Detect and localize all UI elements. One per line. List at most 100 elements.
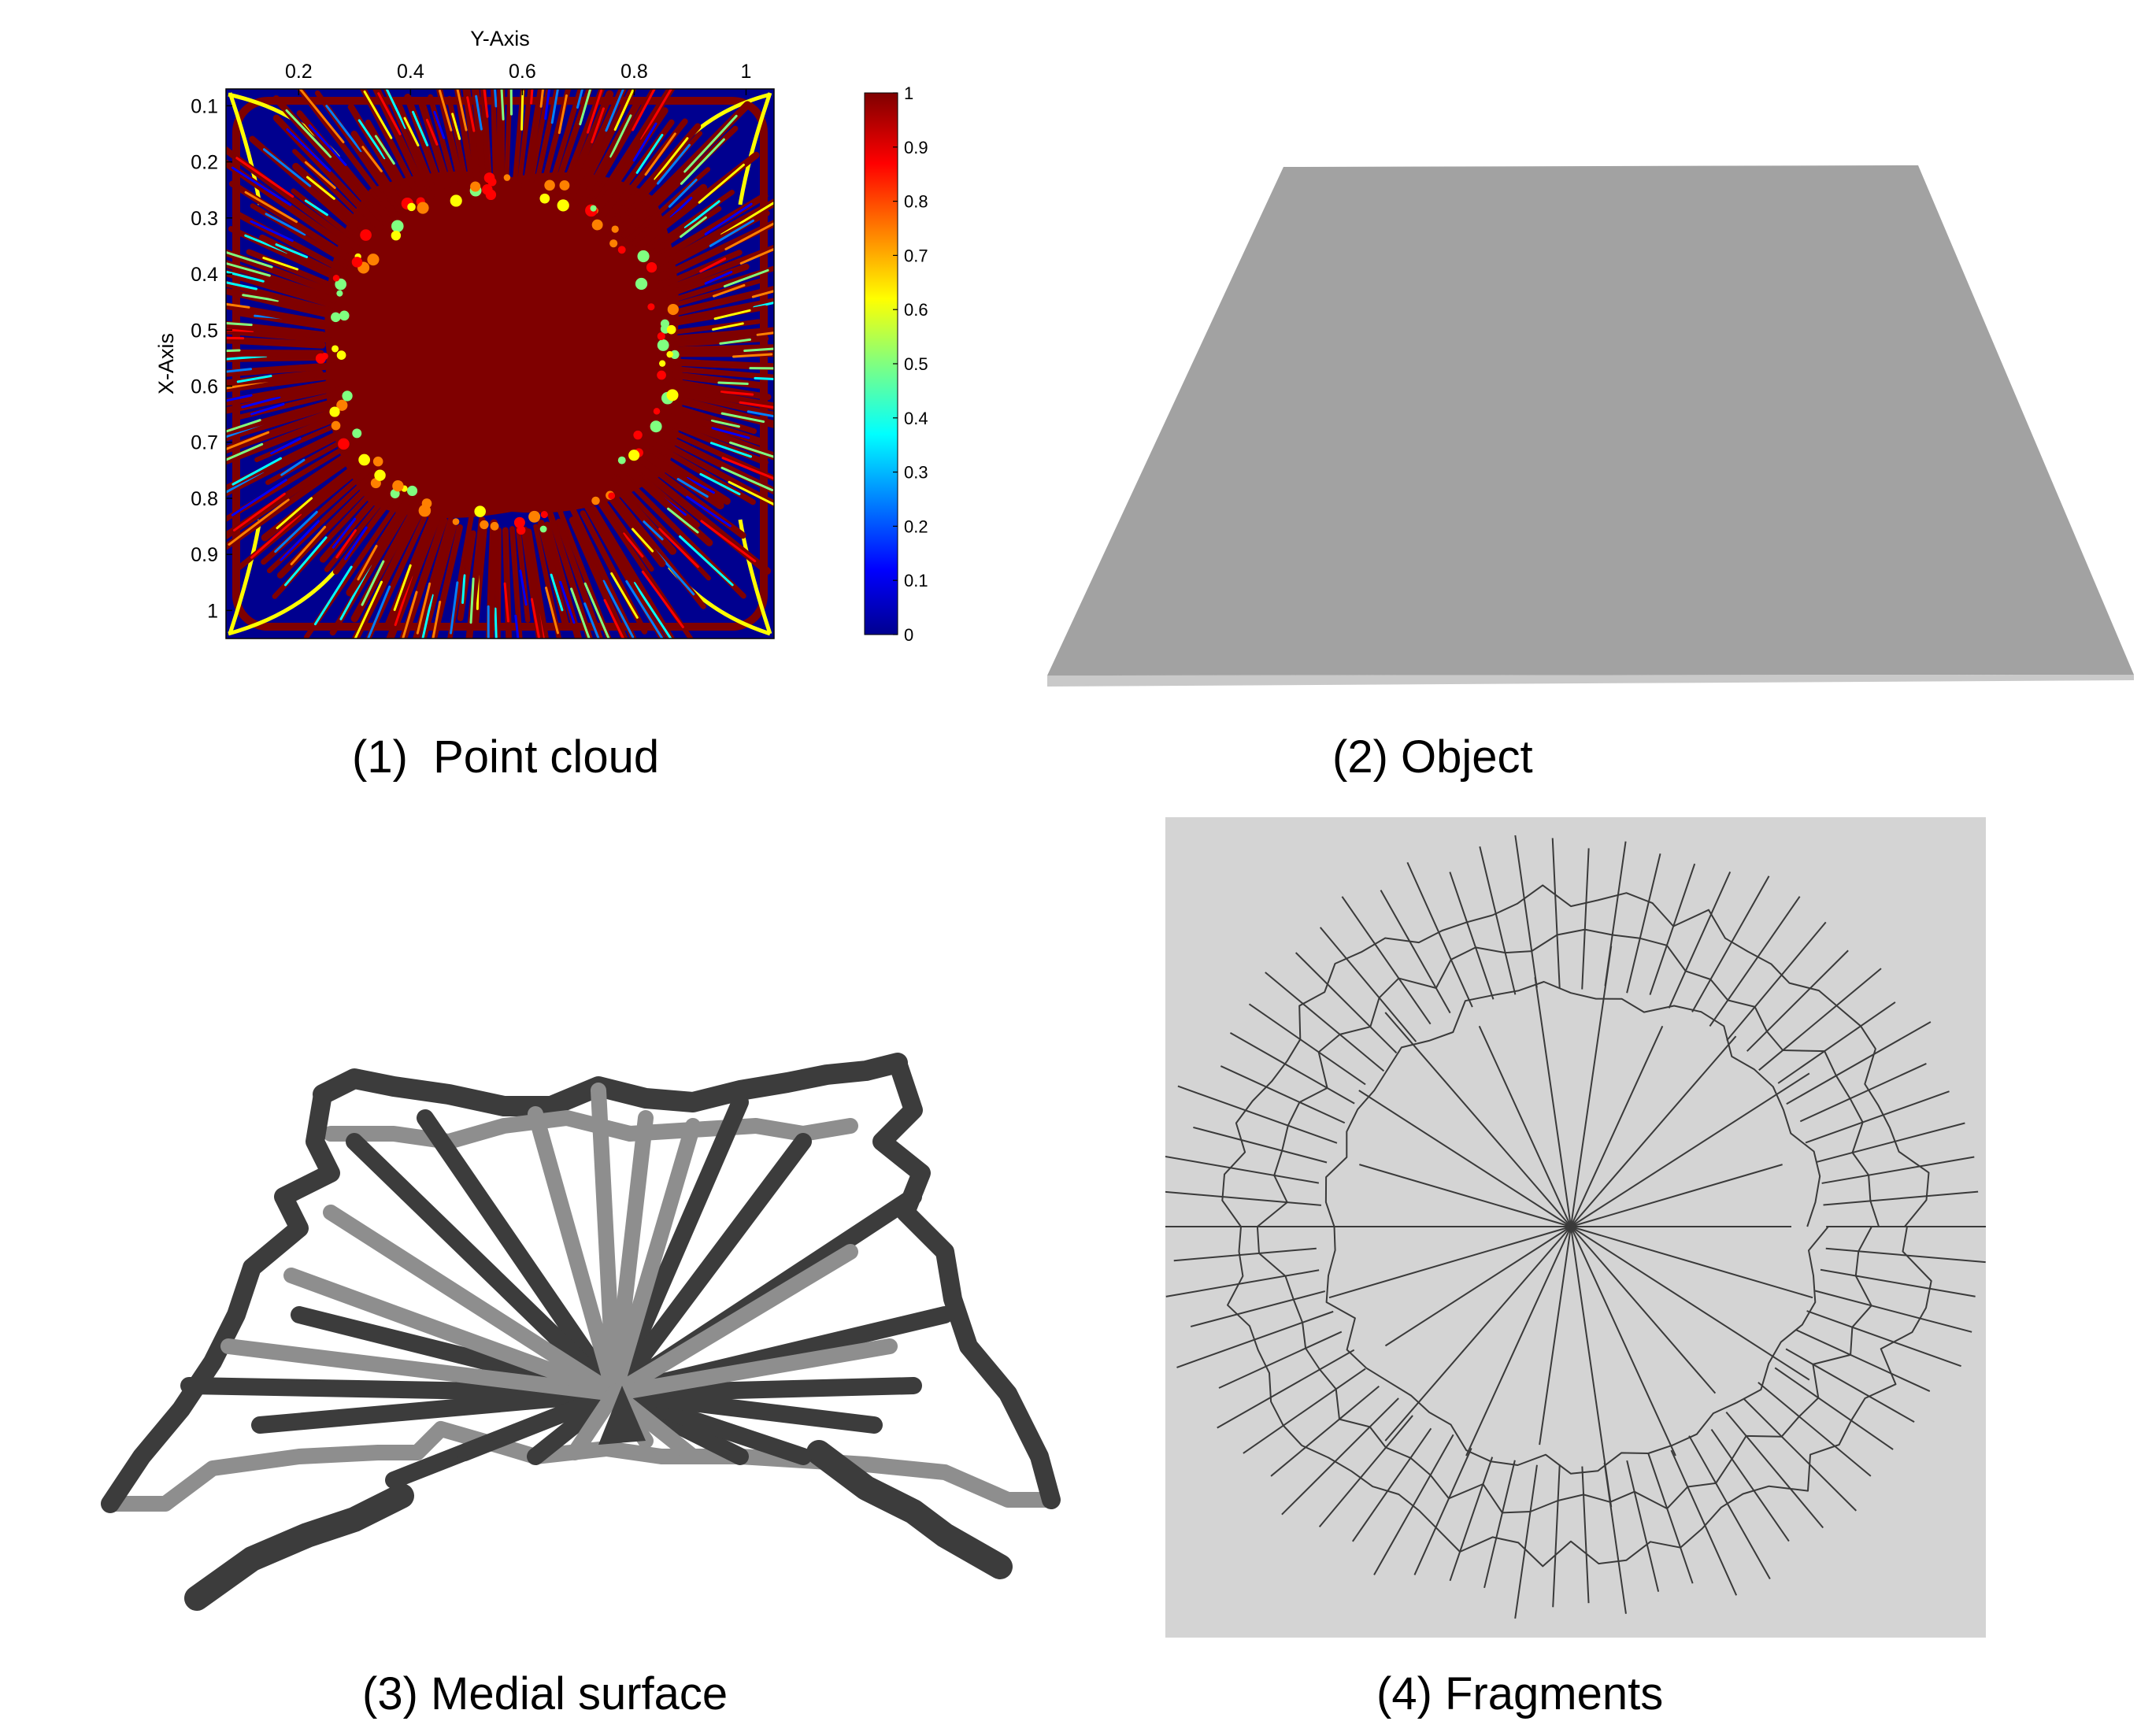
heatmap-speckle xyxy=(609,239,618,248)
heatmap-streak-edge xyxy=(226,250,273,268)
heatmap-speckle xyxy=(646,261,657,273)
heatmap-streak-edge xyxy=(403,117,420,147)
heatmap-streak xyxy=(614,485,677,555)
heatmap-speckle xyxy=(374,469,386,481)
medial-spoke xyxy=(606,1133,812,1402)
heatmap-speckle xyxy=(407,202,416,212)
heatmap-streak-edge xyxy=(262,148,312,187)
heatmap-streak-edge xyxy=(633,582,672,639)
fragment-cell-wall xyxy=(1265,972,1385,1072)
fragment-cell-wall xyxy=(1193,1126,1328,1164)
fragment-cell-wall xyxy=(1449,872,1495,1000)
heatmap-speckle xyxy=(666,350,673,358)
x-tick-labels: 0.2 0.4 0.6 0.8 1 xyxy=(285,61,751,95)
heatmap-streak xyxy=(517,89,533,191)
y-tick-label: 0.7 xyxy=(191,432,218,454)
heatmap-streak xyxy=(480,89,492,182)
fragment-cell-wall xyxy=(1483,1460,1516,1589)
fragment-cell-wall xyxy=(1176,1310,1334,1368)
fragment-cell-wall xyxy=(1319,927,1417,1042)
fragment-cell-wall xyxy=(1710,1429,1790,1542)
heatmap-speckle xyxy=(360,229,372,241)
heatmap-speckle xyxy=(557,199,569,212)
fragments-render xyxy=(1150,817,1991,1638)
heatmap-streak-edge xyxy=(226,302,250,309)
fragment-radial-crack xyxy=(1478,1025,1572,1227)
fragment-cell-wall xyxy=(1514,1464,1538,1619)
heatmap-streak-edge xyxy=(686,495,732,527)
heatmap-streak-edge xyxy=(325,105,362,153)
heatmap-streak-edge xyxy=(679,535,734,587)
heatmap-speckle xyxy=(647,303,655,311)
heatmap-streak-edge xyxy=(514,614,520,639)
fragment-cell-wall xyxy=(1552,1464,1561,1608)
heatmap-streak-edge xyxy=(680,138,725,185)
heatmap-streak-edge xyxy=(739,247,774,265)
medial-spoke xyxy=(606,1118,701,1401)
heatmap-streak-edge xyxy=(242,294,280,302)
slab-front-edge xyxy=(1047,675,2134,687)
heatmap-streak xyxy=(236,310,327,330)
heatmap-streak-edge xyxy=(720,412,765,424)
heatmap-streak-edge xyxy=(667,507,699,534)
medial-spoke xyxy=(591,1083,622,1401)
heatmap-streak-edge xyxy=(704,202,753,235)
heatmap-streak-edge xyxy=(550,573,564,612)
heatmap-speckle xyxy=(332,345,339,353)
heatmap-streak-edge xyxy=(545,587,559,635)
colorbar-tick-label: 0.7 xyxy=(904,246,928,265)
heatmap-speckle xyxy=(391,230,402,241)
fragment-cell-wall xyxy=(1190,1290,1326,1327)
caption-object: (2) Object xyxy=(1332,731,1533,783)
fragment-cell-wall xyxy=(1162,1190,1322,1206)
heatmap-speckle xyxy=(503,174,511,181)
fragment-cell-wall xyxy=(1825,1247,1986,1264)
fragment-cell-wall xyxy=(1758,1382,1872,1477)
medial-spoke xyxy=(323,1205,622,1401)
heatmap-streak xyxy=(491,89,498,183)
heatmap-field xyxy=(226,89,774,639)
heatmap-streak-edge xyxy=(683,114,738,173)
heatmap-streak-edge xyxy=(361,560,385,606)
fragment-cell-wall xyxy=(1581,848,1590,990)
fragment-cell-wall xyxy=(1581,1466,1590,1604)
fragment-radial-crack xyxy=(1570,1025,1664,1227)
heatmap-streak-edge xyxy=(724,222,774,250)
heatmap-streak xyxy=(226,362,336,377)
fragment-cell-wall xyxy=(1668,871,1732,1009)
medial-spoke xyxy=(251,1385,623,1434)
fragment-radial-crack xyxy=(1570,1226,1810,1381)
fragment-cell-wall xyxy=(1758,968,1882,1072)
fragment-cell-wall xyxy=(1352,1427,1432,1542)
fragment-cell-wall xyxy=(1281,1397,1399,1516)
heatmap-streak xyxy=(496,89,506,180)
heatmap-speckle xyxy=(407,485,418,497)
heatmap-speckle xyxy=(358,453,371,466)
heatmap-streak-edge xyxy=(700,520,757,563)
x-tick-label: 1 xyxy=(741,61,752,83)
heatmap-streak-edge xyxy=(226,354,268,361)
heatmap-streak-edge xyxy=(276,497,313,530)
heatmap-streak xyxy=(584,89,657,206)
fragment-cell-wall xyxy=(1743,1397,1857,1512)
heatmap-streak-edge xyxy=(520,90,524,131)
heatmap-streak-edge xyxy=(519,569,528,606)
heatmap-speckle xyxy=(367,254,380,266)
medial-left-band xyxy=(101,1085,340,1513)
heatmap-streak-edge xyxy=(366,585,391,639)
fragment-radial-crack xyxy=(1570,1164,1783,1227)
heatmap-streak-edge xyxy=(393,564,412,612)
fragment-cell-wall xyxy=(1604,841,1627,986)
heatmap-streak-edge xyxy=(557,94,568,135)
heatmap-streak-edge xyxy=(416,582,432,635)
medial-right-band xyxy=(872,1053,1061,1509)
heatmap-streak xyxy=(657,250,743,290)
heatmap-speckle xyxy=(513,516,525,528)
heatmap-speckle xyxy=(559,180,570,191)
heatmap-streak-edge xyxy=(754,376,774,380)
fragment-cell-wall xyxy=(1161,1155,1320,1184)
heatmap-streak-edge xyxy=(280,520,320,561)
heatmap-streak xyxy=(509,526,523,639)
heatmap-streak xyxy=(428,94,456,183)
caption-point-cloud: (1) Point cloud xyxy=(352,731,660,783)
